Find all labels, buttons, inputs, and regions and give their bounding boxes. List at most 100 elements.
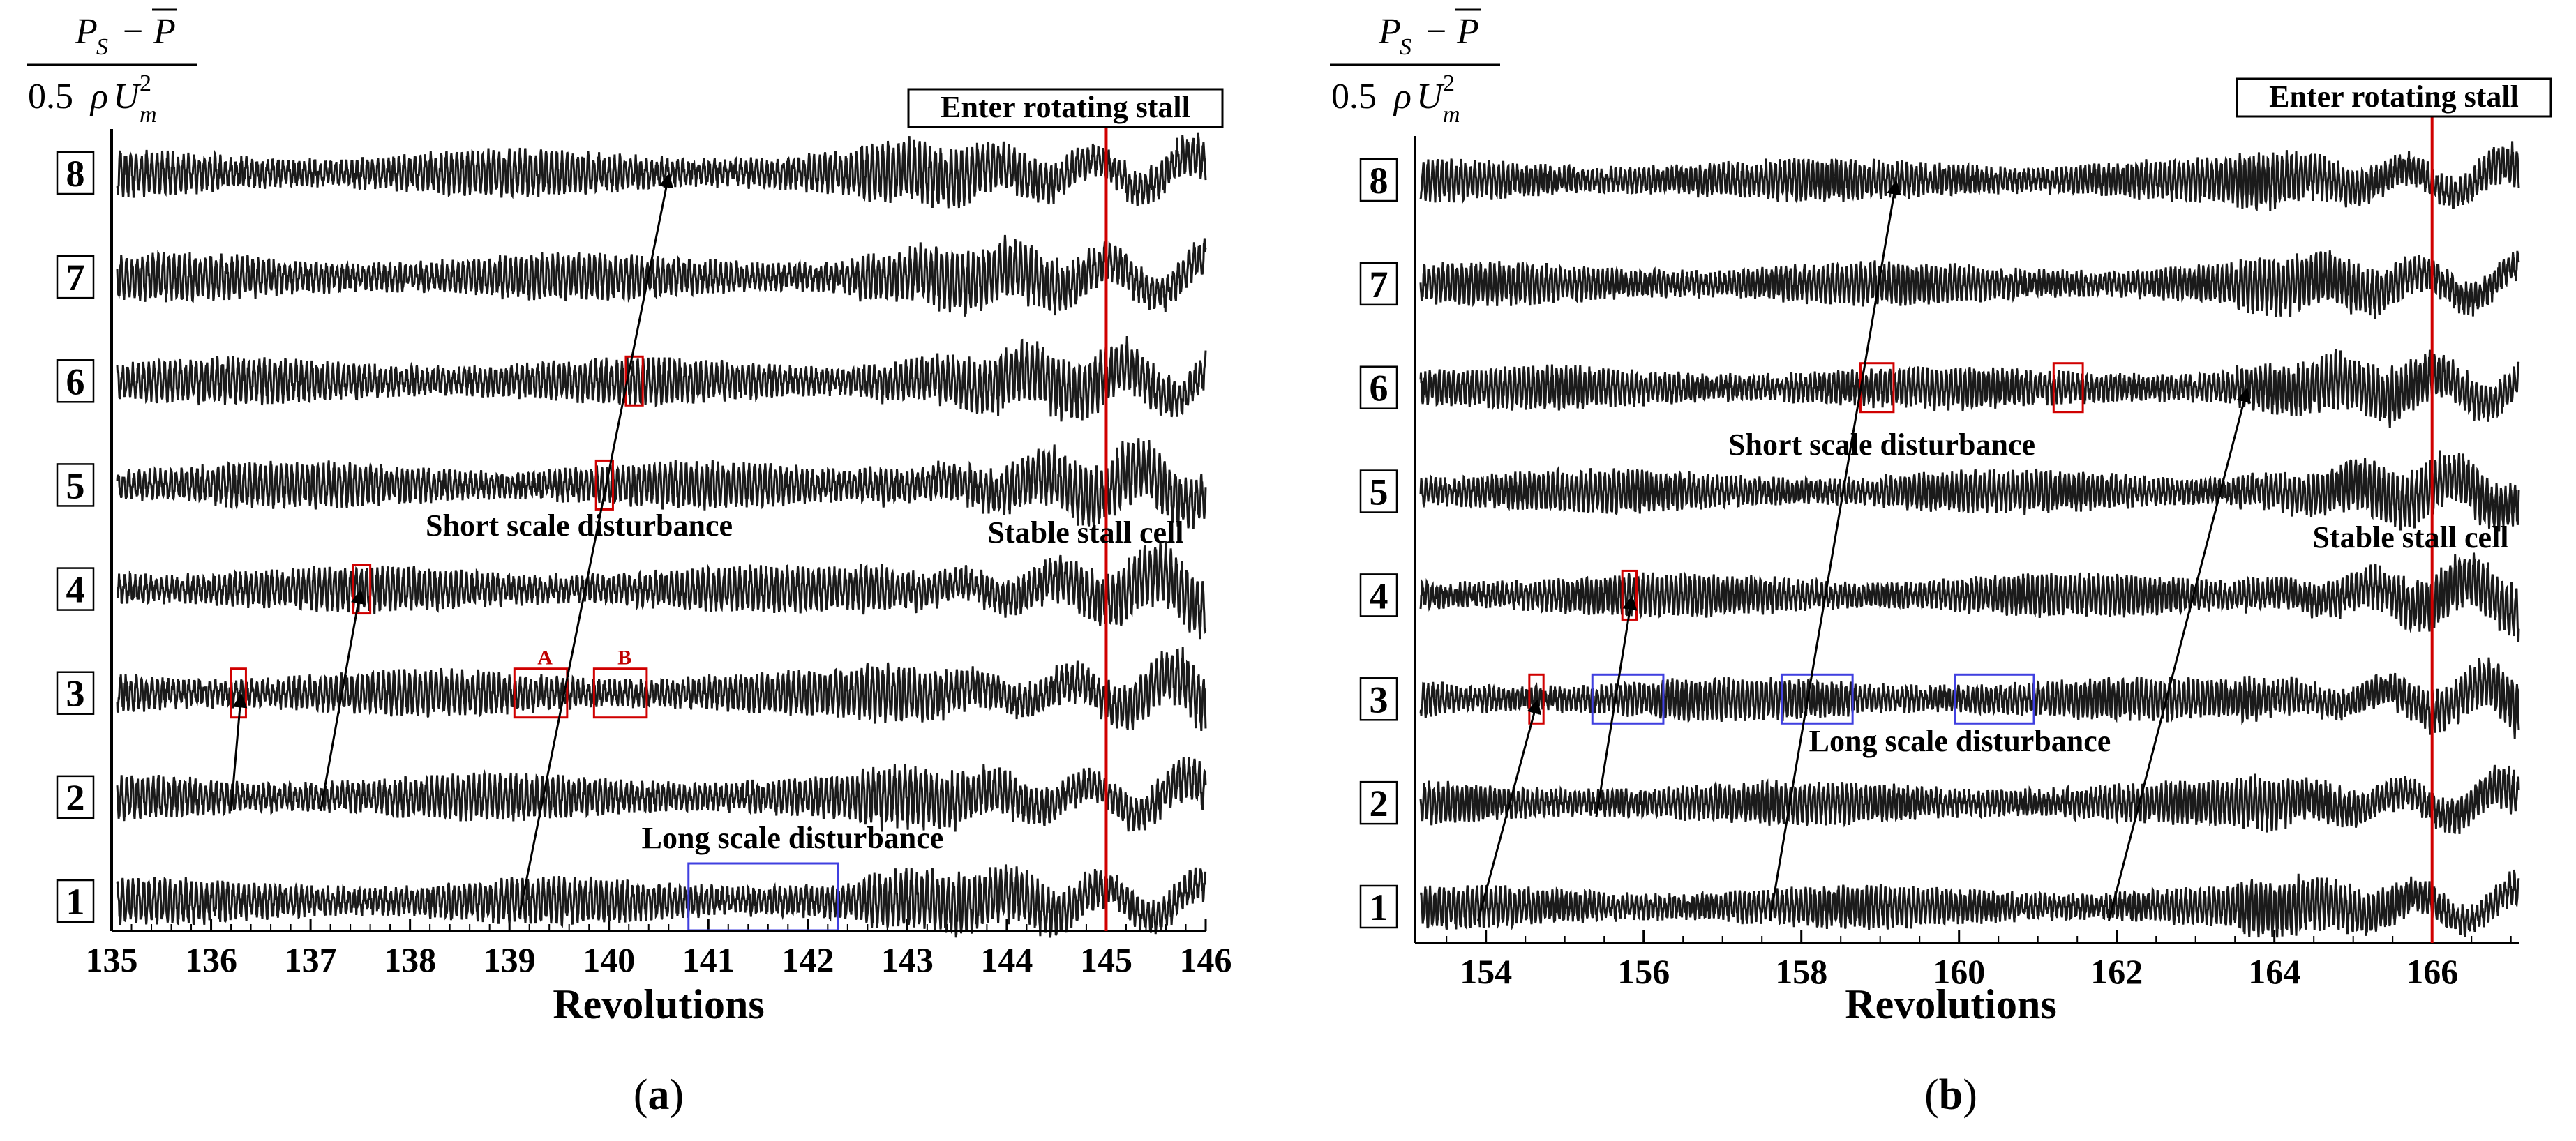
panel-b: P S − P 0.5 ρ U m 2 154 156 158 160 162 164 16… — [1330, 8, 2552, 1119]
x-tick-label: 137 — [285, 940, 337, 979]
ylabel-den-sup: 2 — [140, 70, 151, 96]
ylabel-num-left: P — [1378, 12, 1401, 52]
x-tick-label: 154 — [1460, 952, 1512, 991]
sensor-trace-8 — [116, 132, 1207, 209]
ylabel-den-sub: m — [1443, 102, 1460, 128]
x-tick-label: 164 — [2248, 952, 2300, 991]
sensor-trace-5 — [116, 438, 1207, 533]
short-scale-marker — [592, 667, 648, 719]
sensor-trace-8 — [1419, 141, 2520, 211]
axes — [1414, 136, 2519, 944]
stable-stall-label: Stable stall cell — [2312, 520, 2508, 554]
sensor-label-3: 3 — [1370, 679, 1388, 720]
ylabel-den-coef: 0.5 — [1331, 77, 1377, 116]
sensor-trace-6 — [1419, 349, 2520, 428]
ylabel-den-u: U — [1416, 77, 1445, 116]
ylabel-den-coef: 0.5 — [28, 77, 73, 116]
x-tick-label: 140 — [583, 940, 635, 979]
annotation-marks — [1476, 179, 2252, 921]
propagation-arrow — [319, 589, 366, 812]
sensor-label-box — [1359, 365, 1398, 409]
sensor-trace-2 — [116, 757, 1207, 832]
y-axis-label: P S − P 0.5 ρ U m 2 — [1330, 8, 1500, 128]
sensor-label-box — [1359, 884, 1398, 929]
x-tick-label: 141 — [682, 940, 735, 979]
sensor-label-box — [56, 567, 95, 611]
sensor-label-4: 4 — [66, 569, 85, 611]
sensor-label-3: 3 — [66, 673, 85, 715]
x-tick-label: 158 — [1775, 952, 1827, 991]
x-tick-label: 139 — [484, 940, 536, 979]
panel-caption: (a) — [634, 1071, 684, 1119]
sensor-label-box — [56, 359, 95, 403]
sensor-trace-3 — [1419, 657, 2520, 739]
propagation-arrow — [230, 693, 248, 811]
signal-traces — [1419, 141, 2520, 938]
x-ticks: 135 136 137 138 139 140 141 142 143 144 145 146 — [86, 919, 1232, 979]
caption-letter: a — [648, 1071, 670, 1119]
ylabel-den-u: U — [113, 77, 142, 116]
x-tick-label: 156 — [1617, 952, 1670, 991]
sensor-label-1: 1 — [66, 881, 85, 923]
long-scale-label: Long scale disturbance — [1809, 724, 2111, 758]
sensor-label-box — [56, 671, 95, 715]
sensor-label-6: 6 — [66, 361, 85, 402]
sensor-trace-3 — [116, 647, 1207, 731]
propagation-arrow — [1769, 179, 1901, 921]
sensor-label-box — [56, 879, 95, 923]
x-tick-label: 135 — [86, 940, 138, 979]
sensor-label-box — [1359, 573, 1398, 617]
x-tick-label: 160 — [1933, 952, 1985, 991]
sensor-label-5: 5 — [1370, 471, 1388, 513]
ylabel-num-minus: − — [1426, 12, 1446, 52]
caption-letter: b — [1939, 1071, 1963, 1119]
svg-text:(b): (b) — [1924, 1071, 1977, 1119]
long-scale-label: Long scale disturbance — [642, 821, 944, 855]
x-tick-label: 144 — [980, 940, 1033, 979]
propagation-arrow — [1476, 699, 1541, 921]
x-tick-label: 142 — [781, 940, 834, 979]
x-tick-label: 146 — [1180, 940, 1232, 979]
ylabel-den-rho: ρ — [1393, 77, 1411, 116]
sensor-trace-7 — [116, 234, 1207, 317]
x-ticks: 154 156 158 160 162 164 166 — [1446, 930, 2512, 991]
sensor-labels: 1 2 3 4 5 6 7 8 — [56, 151, 95, 923]
box-label-a: A — [537, 647, 553, 670]
ylabel-den-rho: ρ — [89, 77, 108, 116]
signal-traces — [116, 132, 1207, 938]
sensor-label-6: 6 — [1370, 368, 1388, 409]
sensor-trace-1 — [116, 864, 1207, 938]
sensor-label-8: 8 — [1370, 160, 1388, 202]
sensor-label-box — [1359, 262, 1398, 306]
sensor-trace-2 — [1419, 764, 2520, 835]
ylabel-num-sub: S — [1400, 34, 1411, 60]
enter-stall-box — [907, 88, 1224, 128]
sensor-labels: 1 2 3 4 5 6 7 8 — [1359, 158, 1398, 929]
enter-stall-callout: Enter rotating stall — [907, 88, 1224, 128]
sensor-label-box — [1359, 158, 1398, 202]
sensor-label-5: 5 — [66, 464, 85, 506]
x-tick-label: 162 — [2090, 952, 2143, 991]
sensor-label-2: 2 — [1370, 783, 1388, 824]
long-scale-marker — [1954, 673, 2035, 725]
axes — [110, 129, 1206, 932]
ylabel-num-right: P — [1456, 12, 1479, 52]
x-tick-label: 145 — [1080, 940, 1132, 979]
x-axis-label: Revolutions — [1845, 981, 2056, 1027]
sensor-label-box — [1359, 780, 1398, 825]
ylabel-den-sub: m — [140, 102, 157, 128]
sensor-trace-4 — [1419, 552, 2520, 642]
sensor-label-box — [56, 151, 95, 195]
short-scale-label: Short scale disturbance — [426, 508, 733, 543]
enter-stall-box — [2236, 77, 2552, 118]
sensor-label-box — [56, 463, 95, 507]
sensor-trace-1 — [1419, 869, 2520, 938]
stable-stall-label: Stable stall cell — [987, 515, 1183, 550]
short-scale-marker — [624, 355, 644, 407]
short-scale-label: Short scale disturbance — [1728, 428, 2035, 462]
ylabel-num-left: P — [75, 12, 98, 52]
propagation-arrow — [518, 172, 674, 916]
ylabel-num-minus: − — [123, 12, 143, 52]
enter-stall-label: Enter rotating stall — [2269, 80, 2519, 114]
